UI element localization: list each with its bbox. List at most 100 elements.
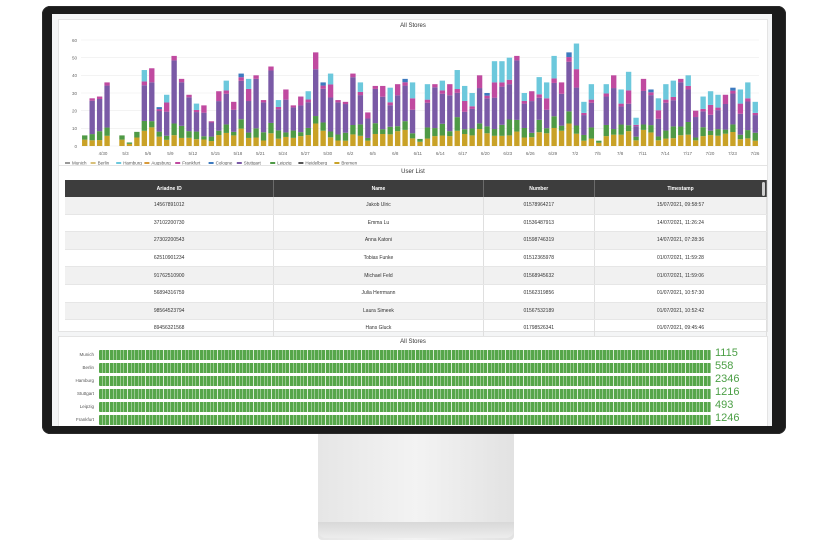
bar-segment-bremen[interactable]	[164, 139, 170, 146]
bar-segment-hamburg[interactable]	[305, 91, 311, 100]
bar-segment-bremen[interactable]	[171, 135, 177, 146]
bar-segment-leipzig[interactable]	[327, 131, 334, 138]
table-row[interactable]: 14567891012 Jakob Ulric 01578964217 15/07/2…	[65, 197, 768, 215]
bar-segment-frankfurt[interactable]	[357, 91, 364, 96]
bar-segment-stuttgart[interactable]	[685, 89, 691, 122]
bar-segment-frankfurt[interactable]	[625, 90, 632, 104]
bar-segment-stuttgart[interactable]	[164, 111, 170, 136]
bar-segment-frankfurt[interactable]	[290, 105, 297, 108]
bar-segment-frankfurt[interactable]	[178, 78, 185, 83]
bar-segment-frankfurt[interactable]	[216, 91, 222, 102]
bar-segment-stuttgart[interactable]	[201, 112, 207, 137]
bar-segment-bremen[interactable]	[618, 134, 624, 146]
bar-segment-leipzig[interactable]	[588, 127, 595, 139]
bar-segment-stuttgart[interactable]	[193, 112, 200, 132]
bar-segment-leipzig[interactable]	[164, 135, 170, 140]
bar-segment-frankfurt[interactable]	[611, 75, 617, 89]
bar-segment-leipzig[interactable]	[707, 130, 714, 136]
bar-segment-leipzig[interactable]	[193, 131, 200, 140]
bar-segment-hamburg[interactable]	[715, 94, 721, 108]
bar-segment-frankfurt[interactable]	[722, 94, 729, 104]
bar-segment-bremen[interactable]	[298, 136, 304, 146]
legend-item[interactable]: Hamburg	[116, 161, 142, 166]
bar-segment-stuttgart[interactable]	[156, 111, 162, 132]
bar-segment-stuttgart[interactable]	[439, 93, 446, 124]
bar-segment-bremen[interactable]	[424, 138, 431, 146]
bar-segment-frankfurt[interactable]	[394, 84, 401, 96]
bar-segment-leipzig[interactable]	[372, 123, 378, 134]
bar-segment-bremen[interactable]	[245, 137, 252, 146]
bar-segment-stuttgart[interactable]	[462, 111, 468, 130]
bar-segment-frankfurt[interactable]	[521, 100, 527, 104]
bar-segment-bremen[interactable]	[588, 138, 595, 146]
bar-segment-bremen[interactable]	[484, 133, 490, 146]
bar-segment-leipzig[interactable]	[171, 123, 177, 136]
bar-segment-bremen[interactable]	[394, 131, 401, 146]
bar-segment-hamburg[interactable]	[603, 84, 609, 94]
bar-segment-stuttgart[interactable]	[327, 97, 334, 132]
bar-segment-bremen[interactable]	[335, 140, 341, 146]
bar-segment-bremen[interactable]	[260, 140, 267, 146]
bar-segment-bremen[interactable]	[119, 139, 125, 146]
bar-segment-leipzig[interactable]	[238, 119, 244, 129]
bar-segment-hamburg[interactable]	[670, 80, 676, 97]
bar-segment-leipzig[interactable]	[268, 122, 274, 134]
bar-segment-hamburg[interactable]	[655, 98, 662, 111]
bar-segment-stuttgart[interactable]	[551, 82, 557, 117]
bar-segment-stuttgart[interactable]	[707, 114, 714, 131]
bar-segment-leipzig[interactable]	[469, 128, 475, 136]
bar-segment-frankfurt[interactable]	[670, 96, 676, 101]
bar-segment-stuttgart[interactable]	[298, 105, 304, 133]
bar-segment-stuttgart[interactable]	[730, 93, 736, 125]
bar-segment-stuttgart[interactable]	[178, 82, 185, 126]
bar-segment-hamburg[interactable]	[707, 91, 714, 105]
bar-segment-leipzig[interactable]	[618, 124, 624, 135]
bar-segment-stuttgart[interactable]	[484, 98, 490, 127]
legend-item[interactable]: Stuttgart	[236, 161, 262, 166]
bar-segment-stuttgart[interactable]	[715, 110, 721, 130]
bar-segment-frankfurt[interactable]	[335, 100, 341, 103]
bar-segment-frankfurt[interactable]	[350, 73, 356, 78]
table-row[interactable]: 98564523794 Laura Simeek 01567532189 01/07/…	[65, 302, 768, 321]
bar-segment-leipzig[interactable]	[603, 124, 609, 137]
bar-segment-stuttgart[interactable]	[260, 102, 267, 133]
bar-segment-stuttgart[interactable]	[611, 88, 617, 130]
table-row[interactable]: 62510901234 Tobias Funke 01512365978 01/07/…	[65, 249, 768, 268]
bar-segment-leipzig[interactable]	[357, 124, 364, 136]
bar-segment-frankfurt[interactable]	[558, 82, 565, 94]
bar-segment-leipzig[interactable]	[178, 125, 185, 138]
bar-segment-stuttgart[interactable]	[305, 102, 311, 128]
bar-segment-leipzig[interactable]	[394, 126, 401, 132]
bar-segment-bremen[interactable]	[320, 130, 326, 146]
table-row[interactable]: 27302200543 Anna Katoni 01598746319 14/07/2…	[65, 231, 768, 250]
bar-segment-leipzig[interactable]	[320, 122, 326, 131]
bar-segment-bremen[interactable]	[529, 137, 535, 146]
bar-segment-stuttgart[interactable]	[424, 102, 431, 128]
bar-segment-hamburg[interactable]	[245, 78, 252, 89]
bar-segment-leipzig[interactable]	[611, 129, 617, 135]
bar-segment-frankfurt[interactable]	[253, 75, 259, 79]
bar-segment-leipzig[interactable]	[633, 136, 639, 141]
legend-item[interactable]: Bremen	[334, 161, 358, 166]
bar-segment-leipzig[interactable]	[521, 127, 527, 138]
bar-segment-stuttgart[interactable]	[313, 69, 319, 117]
legend-item[interactable]: Munich	[65, 161, 87, 166]
bar-segment-hamburg[interactable]	[618, 89, 624, 104]
bar-segment-frankfurt[interactable]	[529, 91, 535, 102]
bar-segment-frankfurt[interactable]	[655, 110, 662, 119]
bar-segment-frankfurt[interactable]	[499, 82, 505, 87]
bar-segment-leipzig[interactable]	[134, 131, 140, 138]
bar-segment-stuttgart[interactable]	[208, 122, 215, 137]
bar-segment-leipzig[interactable]	[216, 130, 222, 136]
bar-segment-frankfurt[interactable]	[313, 52, 319, 70]
bar-segment-leipzig[interactable]	[208, 136, 215, 142]
bar-segment-bremen[interactable]	[722, 133, 729, 146]
bar-segment-hamburg[interactable]	[424, 84, 431, 100]
bar-segment-bremen[interactable]	[350, 134, 356, 146]
bar-segment-hamburg[interactable]	[737, 89, 744, 104]
bar-segment-leipzig[interactable]	[201, 136, 207, 140]
bar-segment-bremen[interactable]	[737, 139, 744, 146]
bar-segment-frankfurt[interactable]	[268, 66, 274, 71]
bar-segment-bremen[interactable]	[231, 135, 237, 146]
bar-segment-bremen[interactable]	[655, 140, 662, 146]
